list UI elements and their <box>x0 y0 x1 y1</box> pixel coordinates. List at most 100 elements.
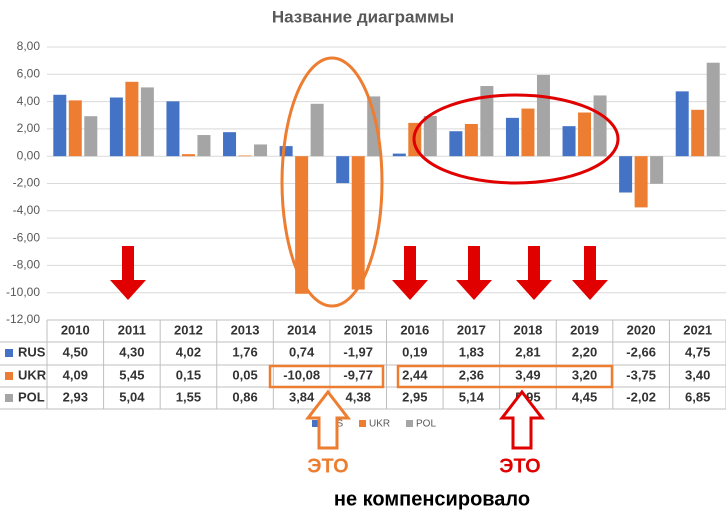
table-cell: -10,08 <box>283 367 320 382</box>
bar <box>480 86 494 157</box>
legend-key <box>5 394 13 402</box>
annotation: не компенсировало <box>334 488 530 510</box>
red-arrows <box>110 246 608 300</box>
bar <box>166 101 180 157</box>
table-cell: 4,02 <box>176 344 201 359</box>
data-table: 2010 2011 2012 2013 2014 2015 2016 2017 2018 2019… <box>0 319 726 410</box>
x-tick-label: 2018 <box>513 322 542 337</box>
x-tick-label: 2014 <box>287 322 317 337</box>
bar <box>336 156 350 184</box>
bar <box>675 91 689 157</box>
table-cell: -3,75 <box>626 367 656 382</box>
bar <box>423 115 437 157</box>
table-cell: 3,20 <box>572 367 597 382</box>
table-cell: 5,14 <box>459 389 485 404</box>
orange-ellipse <box>280 56 384 308</box>
bar <box>521 108 535 157</box>
legend-label: UKR <box>369 419 390 430</box>
table-cell: 4,75 <box>685 344 710 359</box>
table-cell: -2,02 <box>626 389 656 404</box>
y-tick-label: 8,00 <box>17 39 41 53</box>
bar <box>223 132 237 157</box>
bar <box>254 144 268 157</box>
table-cell: 4,09 <box>63 367 88 382</box>
up-arrow <box>498 389 546 450</box>
bar <box>691 109 705 157</box>
table-cell: 4,30 <box>119 344 144 359</box>
x-tick-label: 2012 <box>174 322 203 337</box>
up-arrow <box>304 389 352 450</box>
y-tick-label: -2,00 <box>13 176 41 190</box>
bar <box>84 116 98 157</box>
table-cell: 2,93 <box>63 389 88 404</box>
bar <box>392 153 406 157</box>
table-cell: 0,74 <box>289 344 315 359</box>
x-tick-label: 2010 <box>61 322 90 337</box>
bar <box>125 81 139 157</box>
row-label: RUS <box>18 344 46 359</box>
y-tick-label: -6,00 <box>13 230 41 244</box>
table-cell: 0,15 <box>176 367 201 382</box>
bars <box>53 62 720 294</box>
row-label: UKR <box>18 367 47 382</box>
y-tick-label: -12,00 <box>6 312 40 326</box>
table-cell: 1,76 <box>232 344 257 359</box>
bar <box>181 154 195 157</box>
legend-key <box>359 420 366 427</box>
x-tick-label: 2019 <box>570 322 599 337</box>
table-cell: 0,86 <box>232 389 257 404</box>
bar <box>449 131 463 157</box>
bar <box>367 96 381 157</box>
bar <box>238 155 252 157</box>
table-cell: 3,40 <box>685 367 710 382</box>
y-tick-label: 0,00 <box>17 148 41 162</box>
bar <box>279 146 293 157</box>
arrow <box>110 246 146 300</box>
x-tick-label: 2021 <box>683 322 712 337</box>
bar <box>464 123 478 157</box>
x-tick-label: 2017 <box>457 322 486 337</box>
grid: -12,00 -10,00 -8,00 -6,00 -4,00 -2,00 0,00 2,00… <box>6 39 726 326</box>
table-cell: 4,45 <box>572 389 597 404</box>
y-tick-label: 4,00 <box>17 94 41 108</box>
table-cell: 1,83 <box>459 344 484 359</box>
bar <box>634 156 648 208</box>
annotation: ЭТО <box>499 455 541 477</box>
table-cell: 2,20 <box>572 344 597 359</box>
annotation: ЭТО <box>307 455 349 477</box>
orange-box <box>396 364 614 389</box>
y-tick-label: 6,00 <box>17 66 41 80</box>
arrow <box>572 246 608 300</box>
bar <box>562 126 576 157</box>
bar <box>140 87 154 157</box>
arrow <box>516 246 552 300</box>
legend-label: POL <box>416 419 436 430</box>
table-cell: 5,04 <box>119 389 145 404</box>
row-label: POL <box>18 389 45 404</box>
bar <box>295 156 309 294</box>
legend-key <box>406 420 413 427</box>
x-tick-label: 2015 <box>344 322 373 337</box>
table-cell: -9,77 <box>343 367 373 382</box>
table-cell: 2,81 <box>515 344 540 359</box>
orange-box <box>268 364 385 389</box>
bar <box>53 94 67 157</box>
arrow <box>456 246 492 300</box>
bar <box>505 117 519 157</box>
bar <box>197 135 211 157</box>
table-cell: -2,66 <box>626 344 656 359</box>
table-cell: 1,55 <box>176 389 201 404</box>
table-cell: 5,45 <box>119 367 144 382</box>
table-cell: 4,50 <box>63 344 88 359</box>
table-cell: 2,36 <box>459 367 484 382</box>
chart-title: Название диаграммы <box>272 7 454 26</box>
table-cell: 0,19 <box>402 344 427 359</box>
table-cell: 3,84 <box>289 389 315 404</box>
table-cell: -1,97 <box>343 344 373 359</box>
legend-key <box>5 349 13 357</box>
bar <box>578 112 592 157</box>
x-tick-label: 2013 <box>231 322 260 337</box>
table-cell: 6,85 <box>685 389 710 404</box>
table-cell: 4,38 <box>346 389 371 404</box>
